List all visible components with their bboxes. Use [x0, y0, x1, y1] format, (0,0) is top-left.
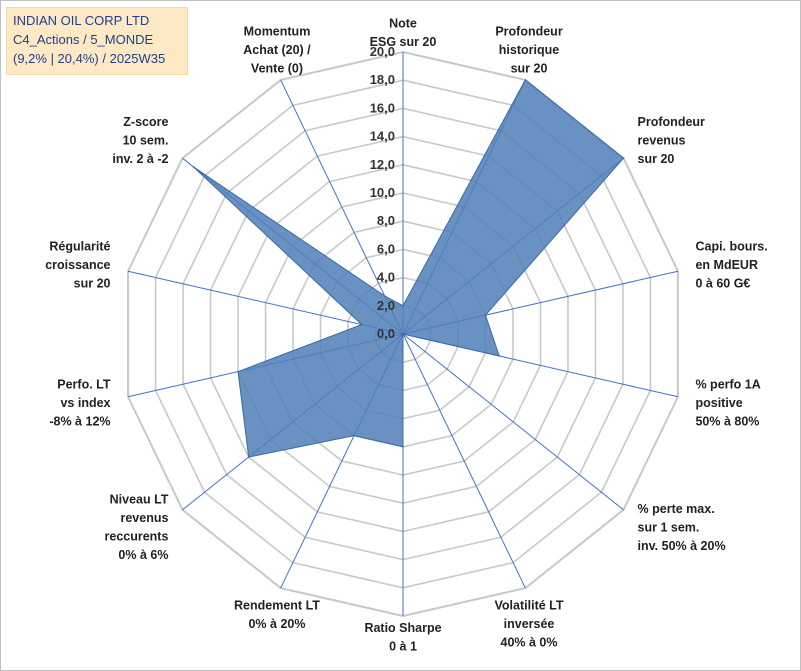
- axis-label-line: Note: [389, 17, 417, 31]
- tick-label: 2,0: [377, 298, 395, 313]
- data-point: [484, 314, 487, 316]
- axis-label-line: inv. 50% à 20%: [638, 539, 726, 553]
- axis-label-line: Achat (20) /: [243, 43, 311, 57]
- company-name: INDIAN OIL CORP LTD: [13, 13, 150, 28]
- tick-label: 10,0: [370, 185, 395, 200]
- axis-label-line: 40% à 0%: [501, 635, 558, 649]
- axis-label-line: Niveau LT: [110, 493, 169, 507]
- axis-label: Rendement LT 0% à 20%: [234, 598, 320, 631]
- axis-label-line: 50% à 80%: [695, 414, 759, 428]
- data-point: [402, 305, 404, 307]
- axis-label-line: sur 1 sem.: [638, 520, 700, 534]
- data-point: [247, 456, 250, 458]
- axis-label-line: reccurents: [105, 530, 169, 544]
- axis-label-line: revenus: [120, 511, 168, 525]
- axis-label-line: 0% à 20%: [248, 617, 305, 631]
- axis-label: Volatilité LT inversée 40% à 0%: [495, 598, 564, 649]
- axis-label: Régularité croissance sur 20: [45, 240, 110, 291]
- axis-label: Z-score 10 sem. inv. 2 à -2: [112, 115, 168, 166]
- axis-label-line: historique: [499, 43, 559, 57]
- axis-label-line: 0 à 60 G€: [695, 277, 750, 291]
- axis-label-line: ESG sur 20: [370, 35, 437, 49]
- tick-label: 16,0: [370, 100, 395, 115]
- axis-label-line: Z-score: [123, 115, 168, 129]
- axis-label-line: 0 à 1: [389, 640, 417, 654]
- tick-label: 8,0: [377, 213, 395, 228]
- axis-label-line: sur 20: [511, 62, 548, 76]
- axis-label: Profondeur revenus sur 20: [638, 115, 705, 166]
- tick-label: 6,0: [377, 241, 395, 256]
- data-point: [237, 370, 239, 373]
- tick-label: 18,0: [370, 72, 395, 87]
- tick-label: 0,0: [377, 326, 395, 341]
- axis-label: Profondeur historique sur 20: [495, 25, 562, 76]
- axis-label-line: en MdEUR: [695, 258, 758, 272]
- axis-label-line: % perte max.: [638, 502, 715, 516]
- radial-spoke: [402, 333, 624, 511]
- tick-layer: 0,0 2,0 4,0 6,0 8,0 10,0 12,0 14,0 16,0 18,0 20,0: [370, 44, 395, 341]
- data-point: [383, 295, 386, 297]
- data-point: [353, 434, 355, 437]
- axis-label-line: 10 sem.: [123, 134, 169, 148]
- axis-label: % perfo 1A positive 50% à 80%: [695, 377, 760, 428]
- axis-label: Perfo. LT vs index -8% à 12%: [49, 377, 111, 428]
- radial-spoke: [280, 79, 404, 335]
- axis-label-line: sur 20: [638, 152, 675, 166]
- axis-label-line: revenus: [638, 134, 686, 148]
- axis-label: Note ESG sur 20: [370, 17, 437, 50]
- axis-label-line: -8% à 12%: [49, 414, 110, 428]
- axis-label: Momentum Achat (20) / Vente (0): [243, 25, 311, 76]
- series-layer: [192, 79, 625, 458]
- series-area: [193, 79, 625, 458]
- tick-label: 20,0: [370, 44, 395, 59]
- axis-label: Capi. bours. en MdEUR 0 à 60 G€: [695, 240, 767, 291]
- axis-label: Niveau LT revenus reccurents 0% à 6%: [105, 493, 169, 563]
- axis-label: Ratio Sharpe 0 à 1: [364, 621, 441, 654]
- axis-label: % perte max. sur 1 sem. inv. 50% à 20%: [638, 502, 726, 553]
- axis-label-line: Capi. bours.: [695, 240, 767, 254]
- axis-label-line: Rendement LT: [234, 598, 320, 612]
- axis-label-line: vs index: [60, 396, 110, 410]
- axis-label-line: Profondeur: [638, 115, 705, 129]
- radial-spoke: [402, 333, 526, 589]
- axis-label-layer: Note ESG sur 20 Profondeur historique sur 20…: [45, 17, 768, 654]
- axis-label-line: inversée: [504, 617, 555, 631]
- axis-label-line: Régularité: [49, 240, 110, 254]
- data-point: [524, 79, 527, 81]
- axis-label-line: croissance: [45, 258, 110, 272]
- category-label: C4_Actions / 5_MONDE: [13, 32, 154, 47]
- axis-label-line: Vente (0): [251, 62, 303, 76]
- data-point: [498, 355, 501, 357]
- axis-label-line: Volatilité LT: [495, 598, 564, 612]
- period-label: (9,2% | 20,4%) / 2025W35: [13, 51, 166, 66]
- chart-header: INDIAN OIL CORP LTD C4_Actions / 5_MONDE…: [6, 7, 188, 75]
- tick-label: 12,0: [370, 157, 395, 172]
- tick-label: 14,0: [370, 129, 395, 144]
- axis-label-line: inv. 2 à -2: [112, 152, 168, 166]
- data-point: [402, 333, 404, 335]
- axis-label-line: % perfo 1A: [695, 377, 760, 391]
- data-point: [360, 323, 363, 326]
- data-point: [402, 446, 404, 448]
- axis-label-line: 0% à 6%: [118, 548, 168, 562]
- tick-label: 4,0: [377, 270, 395, 285]
- axis-label-line: Ratio Sharpe: [364, 621, 441, 635]
- radial-spoke: [127, 270, 404, 335]
- axis-label-line: Perfo. LT: [57, 377, 111, 391]
- axis-label-line: Profondeur: [495, 25, 562, 39]
- data-point: [192, 166, 195, 168]
- data-point: [622, 157, 625, 159]
- axis-label-line: sur 20: [74, 277, 111, 291]
- axis-label-line: positive: [695, 396, 742, 410]
- axis-label-line: Momentum: [244, 25, 311, 39]
